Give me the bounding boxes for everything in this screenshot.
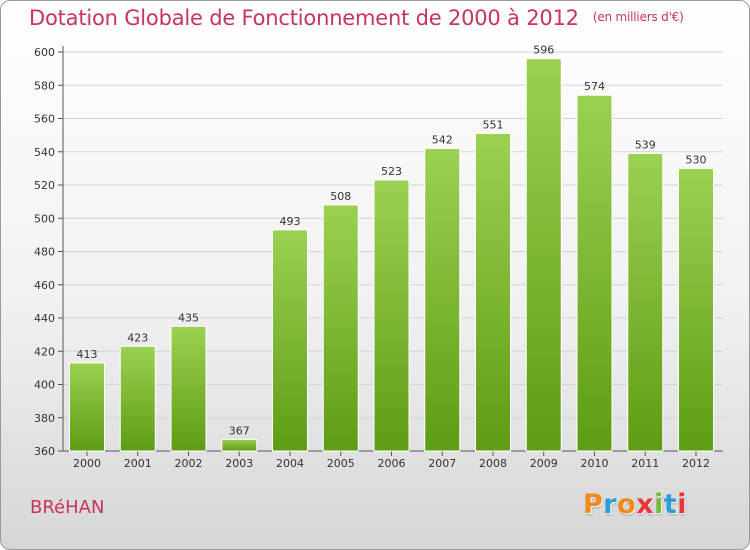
x-tick-label-2005: 2005 [327, 457, 355, 470]
value-label-2010: 574 [584, 80, 605, 93]
bar-2010[interactable] [576, 94, 613, 452]
chart-title: Dotation Globale de Fonctionnement de 20… [29, 6, 684, 30]
x-tick-label-2003: 2003 [225, 457, 253, 470]
chart-unit-label: (en milliers d'€) [592, 10, 684, 24]
label-layer: 413 2000 423 2001 435 2002 367 2003 493 2004 508 20… [73, 44, 710, 470]
logo-letter: x [636, 489, 655, 520]
bar-2012[interactable] [678, 167, 714, 452]
value-label-2009: 596 [533, 44, 554, 57]
bar-2005[interactable] [322, 204, 359, 452]
value-label-2003: 367 [229, 424, 250, 437]
x-tick-label-2012: 2012 [682, 457, 710, 470]
y-tick-label: 460 [34, 279, 55, 292]
logo-letter: t [663, 489, 678, 520]
logo-letter: i [654, 489, 664, 520]
bar-2000[interactable] [69, 362, 105, 452]
x-tick-label-2004: 2004 [276, 457, 304, 470]
logo-letter: i [677, 489, 688, 520]
value-label-2002: 435 [178, 311, 199, 324]
value-label-2012: 530 [686, 153, 707, 166]
y-tick-label: 480 [34, 246, 55, 259]
value-label-2001: 423 [127, 331, 148, 344]
bar-2006[interactable] [373, 179, 410, 452]
y-tick-label: 380 [34, 412, 55, 425]
value-label-2011: 539 [635, 138, 656, 151]
x-tick-label-2010: 2010 [581, 457, 609, 470]
bar-2003[interactable] [221, 438, 258, 452]
bar-layer [69, 58, 714, 452]
value-label-2008: 551 [483, 118, 504, 131]
bar-2002[interactable] [170, 325, 207, 452]
x-tick-label-2001: 2001 [124, 457, 152, 470]
x-tick-label-2006: 2006 [378, 457, 406, 470]
commune-name: BRéHAN [30, 497, 105, 518]
x-tick-label-2008: 2008 [479, 457, 507, 470]
y-tick-label: 440 [34, 312, 55, 325]
value-label-2006: 523 [381, 165, 402, 178]
logo-letter: P [583, 489, 604, 520]
y-tick-label: 500 [34, 212, 55, 225]
x-tick-label-2011: 2011 [631, 457, 659, 470]
y-tick-label: 540 [34, 146, 55, 159]
bar-2008[interactable] [475, 132, 511, 452]
value-label-2007: 542 [432, 133, 453, 146]
value-label-2000: 413 [77, 348, 98, 361]
bar-2004[interactable] [272, 229, 308, 452]
y-tick-label: 600 [34, 46, 55, 59]
value-label-2004: 493 [280, 215, 301, 228]
bar-2007[interactable] [424, 147, 461, 452]
x-tick-label-2009: 2009 [530, 457, 558, 470]
y-tick-label: 420 [34, 345, 55, 358]
bar-2011[interactable] [627, 152, 664, 452]
logo-letter: o [617, 489, 637, 520]
chart-title-text: Dotation Globale de Fonctionnement de 20… [29, 6, 579, 30]
bar-2001[interactable] [119, 345, 156, 452]
x-tick-label-2002: 2002 [175, 457, 203, 470]
bar-2009[interactable] [525, 58, 562, 452]
value-label-2005: 508 [330, 190, 351, 203]
y-tick-label: 560 [34, 113, 55, 126]
y-tick-label: 400 [34, 379, 55, 392]
y-tick-label: 360 [34, 445, 55, 458]
x-tick-label-2007: 2007 [428, 457, 456, 470]
y-tick-label: 580 [34, 79, 55, 92]
proxiti-logo[interactable]: Proxiti [583, 489, 687, 520]
logo-letter: r [603, 489, 618, 520]
x-tick-label-2000: 2000 [73, 457, 101, 470]
y-tick-label: 520 [34, 179, 55, 192]
